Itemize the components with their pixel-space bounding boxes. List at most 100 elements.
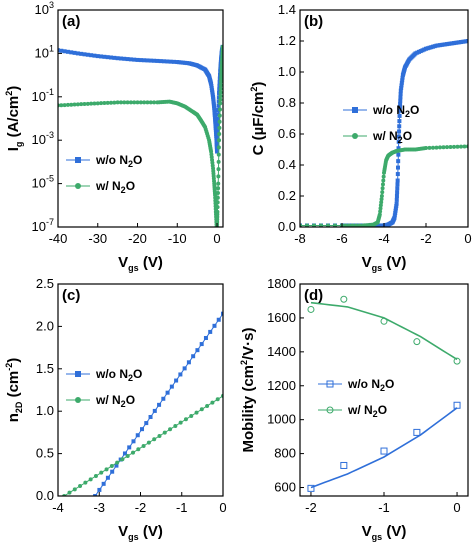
data-point xyxy=(393,206,398,211)
data-point xyxy=(136,447,141,452)
data-point xyxy=(453,401,461,409)
data-point xyxy=(400,75,405,80)
data-point xyxy=(62,103,67,108)
legend-marker xyxy=(326,406,334,414)
data-point xyxy=(99,470,104,475)
y-axis-label: Mobility (cm2/V·s) xyxy=(239,327,257,452)
data-point xyxy=(75,102,80,107)
data-point xyxy=(347,223,351,227)
data-point xyxy=(78,483,83,488)
data-point xyxy=(182,366,187,371)
data-point xyxy=(208,329,213,334)
x-tick-label: -2 xyxy=(305,500,317,515)
series-line xyxy=(58,46,223,227)
x-axis-label: Vgs (V) xyxy=(362,254,407,273)
data-point xyxy=(183,417,188,422)
data-point xyxy=(378,209,383,214)
data-point xyxy=(85,101,90,106)
data-point xyxy=(58,48,60,53)
data-point xyxy=(445,145,449,150)
data-point xyxy=(112,55,117,60)
data-point xyxy=(189,413,194,418)
data-point xyxy=(59,103,64,108)
series-w-n2o xyxy=(307,295,461,365)
data-point xyxy=(413,428,421,436)
data-point xyxy=(215,205,220,210)
x-tick-label: -4 xyxy=(52,500,64,515)
data-point xyxy=(99,101,104,106)
data-point xyxy=(135,57,140,62)
data-point xyxy=(165,390,170,395)
data-point xyxy=(216,152,221,157)
data-point xyxy=(215,127,220,132)
data-point xyxy=(396,146,401,151)
data-point xyxy=(191,354,196,359)
y-tick-label: 2.0 xyxy=(36,318,54,333)
plot-data xyxy=(62,311,223,496)
y-tick-label: 0.0 xyxy=(36,488,54,503)
data-point xyxy=(218,94,223,99)
data-point xyxy=(203,335,208,340)
y-tick-label: 0.2 xyxy=(278,188,296,203)
data-point xyxy=(213,192,218,197)
data-point xyxy=(221,311,223,316)
data-point xyxy=(319,223,323,227)
data-point xyxy=(209,83,214,88)
data-point xyxy=(380,317,388,325)
legend-label: w/ N2O xyxy=(95,393,135,409)
legend-label: w/o N2O xyxy=(95,367,142,383)
data-point xyxy=(65,102,70,107)
data-point xyxy=(380,447,388,455)
data-point xyxy=(210,400,215,405)
data-point xyxy=(218,107,223,112)
plot-frame xyxy=(57,283,224,497)
data-point xyxy=(398,91,403,96)
data-point xyxy=(217,125,222,130)
y-tick-label: 0.6 xyxy=(278,126,296,141)
data-point xyxy=(115,56,120,61)
data-point xyxy=(216,181,221,186)
legend-marker xyxy=(75,397,81,403)
x-tick-label: 0 xyxy=(213,231,220,246)
data-point xyxy=(398,102,403,107)
data-point xyxy=(75,51,80,56)
data-point xyxy=(165,59,170,64)
panel-b: -8 -6 -4 -2 0 0.0 0.2 0.4 0.6 0.8 1.0 1.2 1.4 Vgs (V)… xyxy=(249,2,472,273)
data-point xyxy=(395,178,400,183)
legend-label: w/ N2O xyxy=(372,129,412,145)
data-point xyxy=(392,215,397,220)
y-tick-label: 0.4 xyxy=(278,157,296,172)
data-point xyxy=(109,55,114,60)
x-tick-label: -3 xyxy=(93,500,105,515)
data-point xyxy=(434,145,439,150)
data-point xyxy=(125,453,130,458)
data-point xyxy=(340,295,348,303)
data-point xyxy=(62,49,67,54)
x-tick-label: -1 xyxy=(378,500,390,515)
x-tick-label: -30 xyxy=(88,231,107,246)
data-point xyxy=(174,378,179,383)
data-point xyxy=(120,457,125,462)
data-point xyxy=(378,203,383,208)
legend-marker xyxy=(326,380,334,388)
data-point xyxy=(132,100,137,105)
y-tick-label: 1200 xyxy=(267,378,296,393)
data-point xyxy=(88,477,93,482)
data-point xyxy=(218,97,223,102)
data-point xyxy=(394,197,399,202)
data-point xyxy=(142,58,147,63)
x-axis-label: Vgs (V) xyxy=(118,254,163,273)
data-point xyxy=(65,49,70,54)
plot-data xyxy=(300,39,468,227)
data-point xyxy=(79,102,84,107)
data-point xyxy=(152,437,157,442)
data-point xyxy=(381,178,386,183)
data-point xyxy=(217,132,222,137)
x-tick-label: 0 xyxy=(219,500,226,515)
x-tick-label: 0 xyxy=(453,500,460,515)
data-point xyxy=(110,469,115,474)
data-point xyxy=(431,145,435,150)
data-point xyxy=(375,223,379,227)
data-point xyxy=(122,100,127,105)
data-point xyxy=(140,427,145,432)
